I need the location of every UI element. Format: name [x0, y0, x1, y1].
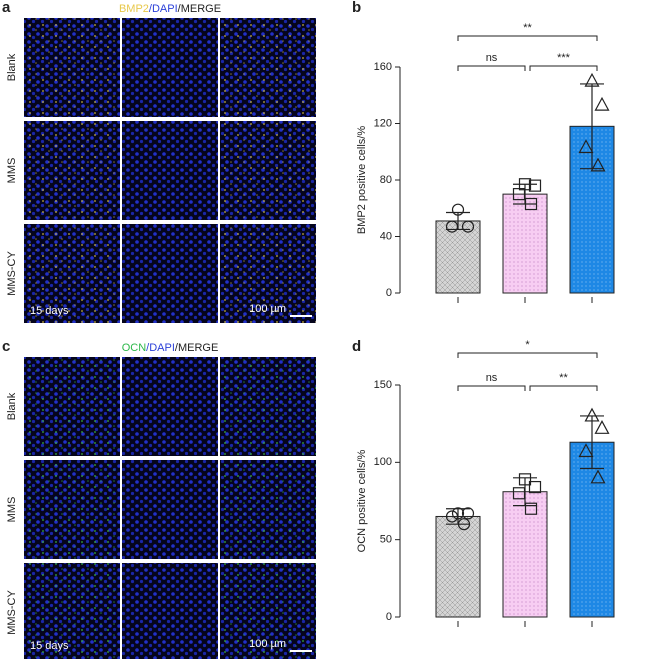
data-point — [590, 157, 606, 172]
stain-part: /MERGE — [175, 342, 218, 354]
row-label: Blank — [6, 53, 18, 81]
y-tick-label: 150 — [374, 379, 392, 391]
scale-label: 100 µm — [249, 638, 286, 650]
data-point — [524, 502, 538, 515]
signal-overlay — [220, 357, 316, 456]
significance-label: ns — [486, 372, 498, 384]
bar — [502, 193, 548, 294]
significance-bracket — [529, 385, 598, 391]
data-point — [528, 179, 542, 192]
significance-bracket — [457, 35, 598, 41]
panel-label: c — [2, 338, 10, 355]
signal-overlay — [220, 563, 316, 659]
y-tick-label: 100 — [374, 456, 392, 468]
signal-overlay — [220, 18, 316, 117]
signal-overlay — [24, 121, 120, 220]
signal-overlay — [24, 563, 120, 659]
significance-label: ns — [486, 52, 498, 64]
data-point — [512, 188, 526, 201]
stain-title: OCN/DAPI/MERGE — [122, 342, 219, 354]
micrograph — [122, 563, 218, 659]
row-label: Blank — [6, 392, 18, 420]
y-tick-label: 0 — [386, 287, 392, 299]
stain-part: /MERGE — [178, 3, 221, 15]
data-point — [584, 407, 600, 422]
micrograph — [122, 224, 218, 323]
data-point — [578, 139, 594, 154]
data-point — [451, 507, 465, 520]
data-point — [445, 220, 459, 233]
data-point — [584, 72, 600, 87]
panel-label: d — [352, 338, 361, 355]
data-point — [461, 220, 475, 233]
signal-overlay — [24, 357, 120, 456]
bar — [435, 220, 481, 294]
significance-label: *** — [557, 52, 571, 64]
micrograph — [122, 357, 218, 456]
row-label: MMS — [6, 158, 18, 184]
stain-part: BMP2 — [119, 3, 149, 15]
data-point — [528, 480, 542, 494]
panel-label: a — [2, 0, 11, 16]
row-label: MMS-CY — [6, 251, 18, 296]
significance-bracket — [457, 65, 526, 71]
signal-overlay — [220, 460, 316, 559]
data-point — [461, 507, 475, 520]
data-point — [512, 487, 526, 500]
significance-bracket — [529, 65, 598, 71]
significance-label: ** — [559, 372, 568, 384]
micrograph — [122, 460, 218, 559]
y-tick-label: 0 — [386, 611, 392, 623]
signal-overlay — [24, 460, 120, 559]
stain-title: BMP2/DAPI/MERGE — [119, 3, 221, 15]
signal-overlay — [220, 224, 316, 323]
data-point — [594, 96, 610, 111]
data-point — [524, 197, 538, 211]
data-point — [445, 510, 459, 523]
error-bar — [580, 415, 604, 470]
data-point — [594, 420, 610, 434]
signal-overlay — [24, 224, 120, 323]
y-tick-label: 160 — [374, 61, 392, 73]
bar — [435, 515, 481, 618]
y-tick-label: 50 — [380, 534, 392, 546]
y-axis-label: OCN positive cells/% — [356, 449, 368, 552]
data-point — [578, 443, 594, 458]
micrograph — [122, 18, 218, 117]
y-tick-label: 120 — [374, 117, 392, 129]
data-point — [590, 469, 606, 484]
y-axis-label: BMP2 positive cells/% — [356, 126, 368, 234]
stain-part: /DAPI — [146, 342, 175, 354]
data-point — [518, 473, 532, 486]
signal-overlay — [24, 18, 120, 117]
significance-label: * — [525, 339, 530, 351]
row-label: MMS — [6, 497, 18, 523]
data-point — [451, 203, 465, 216]
stain-part: /DAPI — [149, 3, 178, 15]
row-label: MMS-CY — [6, 590, 18, 635]
days-label: 15 days — [30, 305, 69, 317]
significance-label: ** — [523, 22, 532, 34]
scale-label: 100 µm — [249, 303, 286, 315]
significance-bracket — [457, 385, 526, 391]
micrograph — [122, 121, 218, 220]
y-tick-label: 40 — [380, 230, 392, 242]
stain-part: OCN — [122, 342, 147, 354]
panel-label: b — [352, 0, 361, 16]
data-point — [457, 518, 471, 531]
y-tick-label: 80 — [380, 174, 392, 186]
significance-bracket — [457, 352, 598, 358]
signal-overlay — [220, 121, 316, 220]
days-label: 15 days — [30, 640, 69, 652]
